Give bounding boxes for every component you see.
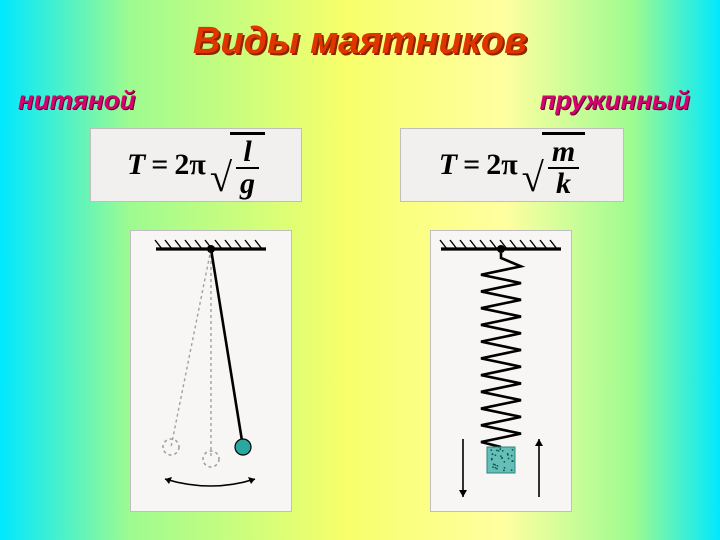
radical-icon: √ <box>522 158 544 199</box>
formula-eq: = <box>463 148 480 182</box>
formula-frac: l g <box>236 137 259 199</box>
diagram-spring-pendulum <box>430 230 572 512</box>
formula-sqrt: √ l g <box>210 132 265 199</box>
frac-num: m <box>548 137 579 169</box>
frac-den: g <box>236 169 259 199</box>
slide-title: Виды маятников <box>0 20 720 63</box>
formula-frac: m k <box>548 137 579 199</box>
diagram-thread-pendulum <box>130 230 292 512</box>
frac-den: k <box>548 169 579 199</box>
formula-coef: 2 <box>486 148 501 182</box>
subtitle-right: пружинный <box>540 85 690 116</box>
formula-pi: π <box>501 148 517 182</box>
radical-icon: √ <box>210 158 232 199</box>
formula-coef: 2 <box>174 148 189 182</box>
formula-eq: = <box>151 148 168 182</box>
formula-sqrt: √ m k <box>522 132 586 199</box>
radicand: l g <box>230 132 265 199</box>
diagram-thread-svg <box>131 231 291 511</box>
slide: Виды маятников нитяной пружинный T = 2 π… <box>0 0 720 540</box>
frac-num: l <box>236 137 259 169</box>
formula-lhs: T <box>439 148 457 182</box>
formula-box-spring: T = 2 π √ m k <box>400 128 624 202</box>
formula-lhs: T <box>127 148 145 182</box>
diagram-spring-svg <box>431 231 571 511</box>
formula-box-thread: T = 2 π √ l g <box>90 128 302 202</box>
subtitle-left: нитяной <box>18 85 135 116</box>
radicand: m k <box>542 132 585 199</box>
formula-pi: π <box>189 148 205 182</box>
